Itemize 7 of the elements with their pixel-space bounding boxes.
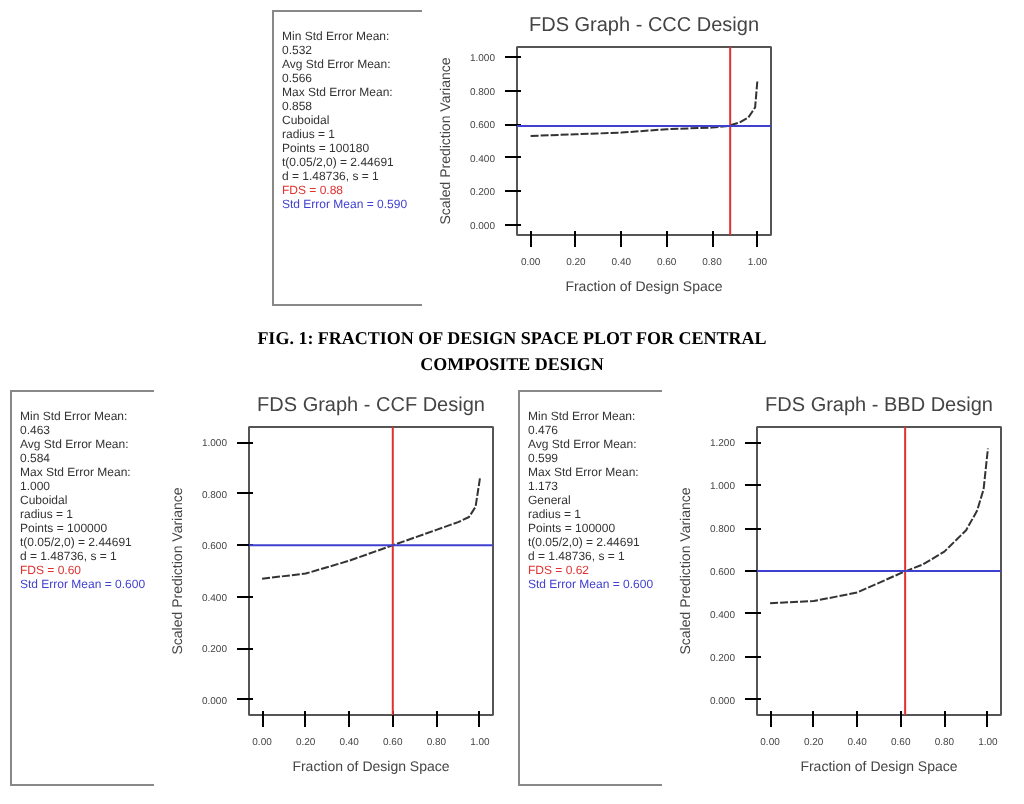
line-series [529, 79, 759, 137]
line-series [769, 447, 989, 605]
line-series [261, 477, 481, 580]
text: FIG. 1: FRACTION OF DESIGN SPACE PLOT FOR CENTRAL COMPOSITE DESIGN [255, 326, 769, 378]
chart-title: FDS Graph - BBD Design [765, 395, 993, 417]
chart-title: FDS Graph - CCF Design [257, 395, 485, 417]
chart-title: FDS Graph - CCC Design [528, 15, 760, 37]
